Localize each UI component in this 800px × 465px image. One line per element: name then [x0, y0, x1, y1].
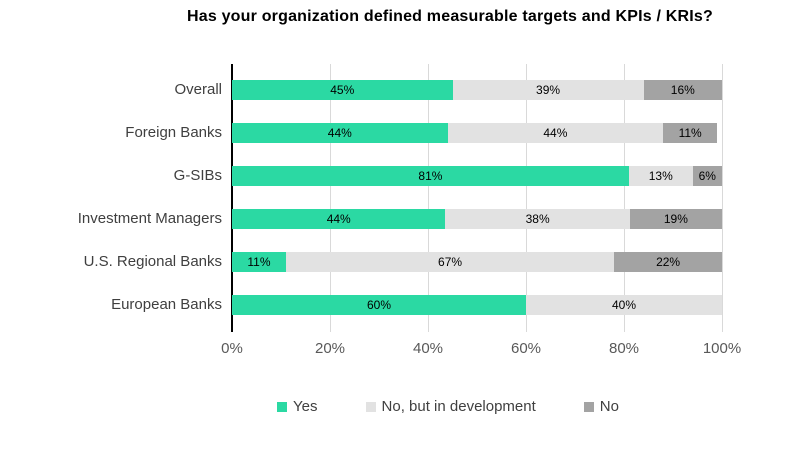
bar-segment-label: 67%	[438, 255, 463, 269]
y-axis-line	[231, 64, 233, 332]
bar-segment: 67%	[285, 252, 615, 272]
bar-segment: 40%	[526, 295, 722, 315]
category-label: Foreign Banks	[125, 124, 222, 141]
category-label: U.S. Regional Banks	[83, 253, 222, 270]
bar-segment: 11%	[663, 123, 718, 143]
legend-label: No	[599, 398, 619, 415]
bar-segment-label: 11%	[247, 255, 271, 269]
bar-segment-label: 22%	[656, 255, 681, 269]
category-label: European Banks	[111, 296, 222, 313]
bar-row: 60% 40%	[232, 295, 722, 315]
bar-segment: 39%	[452, 80, 644, 100]
x-axis: 0% 20% 40% 60% 80% 100%	[0, 340, 800, 360]
plot-area: 45% 39% 16% 44% 44% 11% 81% 13% 6% 44% 38% 19% 11% 67…	[231, 64, 723, 332]
category-axis: Overall Foreign Banks G-SIBs Investment Man…	[0, 64, 222, 332]
legend-label: No, but in development	[381, 398, 536, 415]
gridline	[722, 64, 723, 332]
x-tick-label: 60%	[510, 340, 542, 357]
x-tick-label: 0%	[221, 340, 243, 357]
legend-marker-icon	[583, 401, 594, 412]
bar-segment-label: 45%	[330, 83, 355, 97]
bar-segment: 44%	[447, 123, 664, 143]
legend-label: Yes	[293, 398, 318, 415]
bar-segment-label: 40%	[611, 298, 637, 312]
x-tick-label: 80%	[608, 340, 640, 357]
bar-row: 44% 44% 11%	[232, 123, 722, 143]
bar-row: 81% 13% 6%	[232, 166, 722, 186]
category-label: Overall	[174, 81, 222, 98]
bar-segment-label: 81%	[418, 169, 443, 183]
bar-segment: 22%	[614, 252, 722, 272]
bar-segment-label: 38%	[525, 212, 550, 226]
legend-marker-icon	[365, 401, 376, 412]
bar-row: 44% 38% 19%	[232, 209, 722, 229]
bar-segment-label: 60%	[366, 298, 392, 312]
bar-segment-label: 6%	[698, 169, 716, 183]
bar-segment-label: 16%	[670, 83, 695, 97]
bar-segment: 13%	[628, 166, 693, 186]
legend-item: Yes	[277, 398, 318, 415]
bar-segment-label: 11%	[678, 126, 702, 140]
bar-segment: 16%	[643, 80, 722, 100]
bar-segment-label: 39%	[536, 83, 561, 97]
bar-segment: 11%	[232, 252, 286, 272]
bar-segment: 44%	[232, 209, 446, 229]
category-label: Investment Managers	[77, 210, 222, 227]
legend-item: No, but in development	[365, 398, 536, 415]
category-label: G-SIBs	[173, 167, 222, 184]
bar-segment-label: 44%	[327, 126, 352, 140]
gridline	[624, 64, 625, 332]
bar-segment-label: 19%	[663, 212, 688, 226]
bar-segment: 60%	[232, 295, 526, 315]
bar-segment-label: 13%	[648, 169, 673, 183]
bar-segment: 38%	[445, 209, 630, 229]
x-tick-label: 40%	[412, 340, 444, 357]
x-tick-label: 100%	[702, 340, 742, 357]
gridline	[330, 64, 331, 332]
bar-segment: 19%	[629, 209, 722, 229]
bar-segment: 44%	[232, 123, 448, 143]
x-tick-label: 20%	[314, 340, 346, 357]
bar-row: 45% 39% 16%	[232, 80, 722, 100]
legend-item: No	[583, 398, 619, 415]
chart-title: Has your organization defined measurable…	[186, 8, 713, 25]
bar-segment: 6%	[692, 166, 722, 186]
bar-segment-label: 44%	[543, 126, 568, 140]
gridline	[526, 64, 527, 332]
bar-row: 11% 67% 22%	[232, 252, 722, 272]
bar-segment: 45%	[232, 80, 453, 100]
legend: Yes No, but in development No	[0, 398, 800, 415]
legend-marker-icon	[277, 401, 288, 412]
bar-segment-label: 44%	[326, 212, 351, 226]
bar-segment: 81%	[232, 166, 629, 186]
gridline	[428, 64, 429, 332]
